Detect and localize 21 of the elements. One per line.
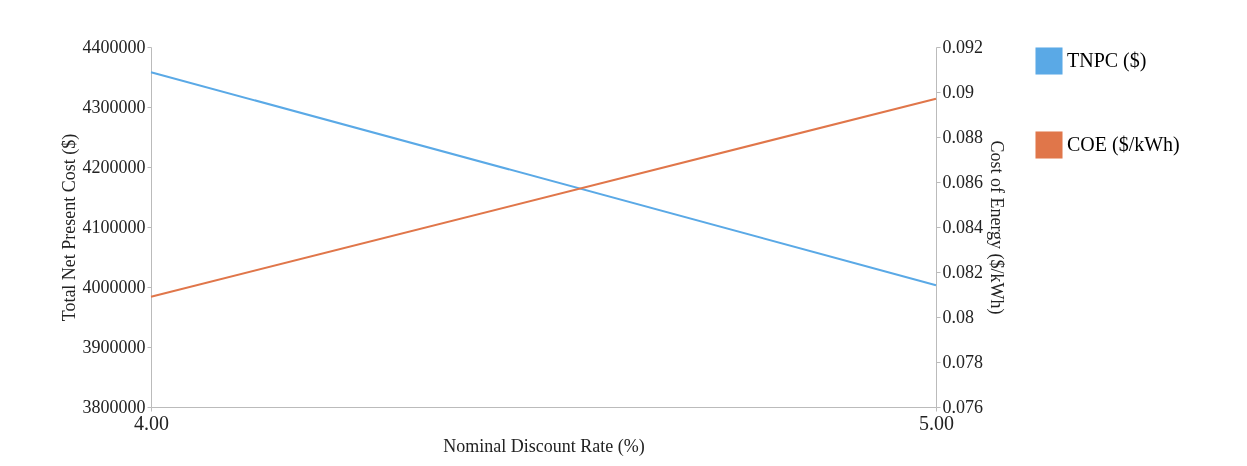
legend-label: TNPC ($) bbox=[1067, 49, 1147, 72]
y2-tick-label: 0.082 bbox=[942, 261, 983, 282]
x-axis-title: Nominal Discount Rate (%) bbox=[443, 435, 645, 457]
y-tick-label: 4000000 bbox=[82, 276, 146, 297]
y2-axis-title: Cost of Energy ($/kWh) bbox=[986, 140, 1007, 315]
y2-tick-label: 0.078 bbox=[942, 351, 983, 372]
y-tick-label: 3900000 bbox=[82, 336, 146, 357]
y2-tick-label: 0.092 bbox=[942, 36, 983, 57]
y2-tick-label: 0.09 bbox=[942, 81, 974, 102]
y-tick-label: 4200000 bbox=[82, 156, 146, 177]
y2-tick-label: 0.084 bbox=[942, 216, 983, 237]
legend-label: COE ($/kWh) bbox=[1067, 133, 1180, 156]
y-tick-label: 4400000 bbox=[82, 36, 146, 57]
y-tick-label: 3800000 bbox=[82, 396, 146, 417]
y-axis-title: Total Net Present Cost ($) bbox=[58, 133, 80, 322]
y2-tick-label: 0.076 bbox=[942, 396, 983, 417]
y-tick-label: 4300000 bbox=[82, 96, 146, 117]
y2-tick-label: 0.08 bbox=[942, 306, 974, 327]
y2-tick-label: 0.088 bbox=[942, 126, 983, 147]
y-tick-label: 4100000 bbox=[82, 216, 146, 237]
y2-tick-label: 0.086 bbox=[942, 171, 983, 192]
